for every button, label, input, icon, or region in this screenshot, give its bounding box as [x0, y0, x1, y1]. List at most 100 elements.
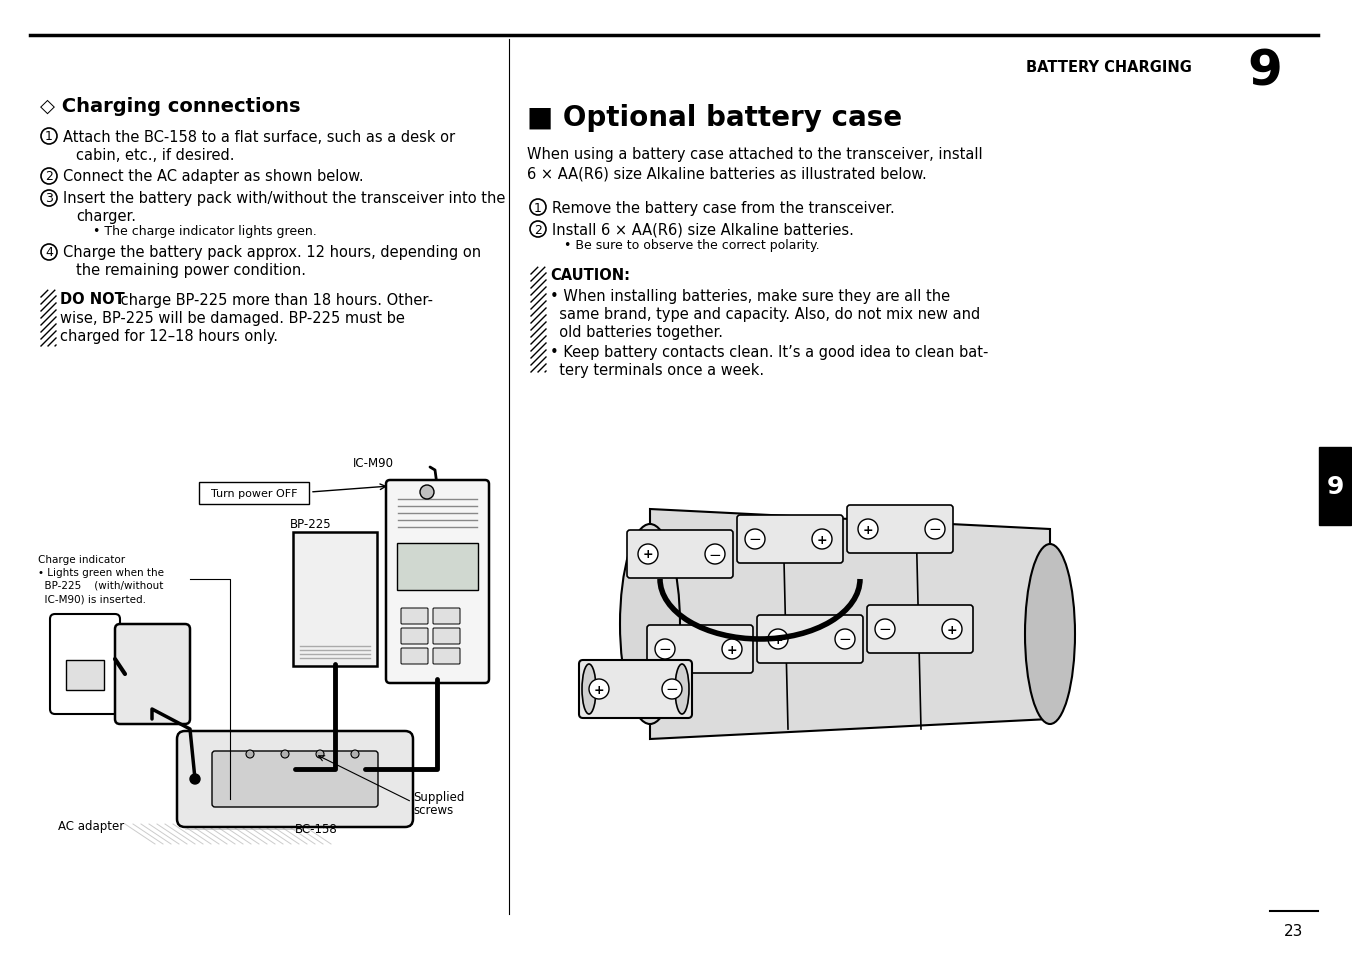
Text: BC-158: BC-158 — [295, 822, 338, 836]
Text: ■ Optional battery case: ■ Optional battery case — [527, 104, 902, 132]
Text: Turn power OFF: Turn power OFF — [211, 489, 297, 498]
FancyBboxPatch shape — [50, 615, 120, 714]
FancyBboxPatch shape — [397, 543, 479, 590]
Text: Insert the battery pack with/without the transceiver into the: Insert the battery pack with/without the… — [64, 192, 506, 206]
Text: When using a battery case attached to the transceiver, install: When using a battery case attached to th… — [527, 148, 983, 162]
Text: ◇ Charging connections: ◇ Charging connections — [41, 96, 300, 115]
FancyBboxPatch shape — [433, 608, 460, 624]
Text: DO NOT: DO NOT — [59, 293, 124, 307]
Text: charged for 12–18 hours only.: charged for 12–18 hours only. — [59, 328, 279, 343]
Text: same brand, type and capacity. Also, do not mix new and: same brand, type and capacity. Also, do … — [550, 306, 980, 321]
FancyBboxPatch shape — [627, 531, 733, 578]
Circle shape — [875, 619, 895, 639]
FancyBboxPatch shape — [66, 660, 104, 690]
Text: the remaining power condition.: the remaining power condition. — [76, 263, 306, 278]
FancyBboxPatch shape — [212, 751, 379, 807]
Circle shape — [191, 774, 200, 784]
Text: −: − — [665, 681, 679, 697]
FancyBboxPatch shape — [846, 505, 953, 554]
Text: cabin, etc., if desired.: cabin, etc., if desired. — [76, 148, 234, 162]
Circle shape — [281, 750, 289, 759]
Text: 3: 3 — [45, 193, 53, 205]
Text: +: + — [726, 643, 737, 656]
Circle shape — [745, 530, 765, 550]
FancyBboxPatch shape — [433, 628, 460, 644]
Text: +: + — [817, 533, 827, 546]
Ellipse shape — [675, 664, 690, 714]
Circle shape — [813, 530, 831, 550]
Text: wise, BP-225 will be damaged. BP-225 must be: wise, BP-225 will be damaged. BP-225 mus… — [59, 310, 404, 325]
Polygon shape — [650, 510, 1051, 740]
Text: 9: 9 — [1326, 475, 1344, 498]
FancyBboxPatch shape — [402, 608, 429, 624]
Text: CAUTION:: CAUTION: — [550, 268, 630, 283]
Circle shape — [704, 544, 725, 564]
Ellipse shape — [621, 524, 680, 724]
Text: charger.: charger. — [76, 210, 137, 224]
Text: 2: 2 — [534, 223, 542, 236]
FancyBboxPatch shape — [757, 616, 863, 663]
Text: Install 6 × AA(R6) size Alkaline batteries.: Install 6 × AA(R6) size Alkaline batteri… — [552, 222, 854, 237]
Text: BP-225: BP-225 — [289, 518, 331, 531]
FancyBboxPatch shape — [402, 628, 429, 644]
Circle shape — [722, 639, 742, 659]
Text: • When installing batteries, make sure they are all the: • When installing batteries, make sure t… — [550, 288, 950, 303]
Circle shape — [420, 485, 434, 499]
Text: +: + — [642, 548, 653, 561]
Circle shape — [246, 750, 254, 759]
Text: −: − — [929, 522, 941, 537]
Text: IC-M90: IC-M90 — [353, 457, 393, 470]
FancyBboxPatch shape — [293, 533, 377, 666]
Text: +: + — [863, 523, 873, 536]
Text: −: − — [749, 532, 761, 547]
Text: −: − — [879, 622, 891, 637]
Text: Attach the BC-158 to a flat surface, such as a desk or: Attach the BC-158 to a flat surface, suc… — [64, 130, 456, 144]
FancyBboxPatch shape — [867, 605, 973, 654]
Ellipse shape — [581, 664, 596, 714]
Text: Connect the AC adapter as shown below.: Connect the AC adapter as shown below. — [64, 170, 364, 184]
Text: −: − — [658, 641, 672, 657]
FancyBboxPatch shape — [579, 660, 692, 719]
FancyBboxPatch shape — [433, 648, 460, 664]
Circle shape — [316, 750, 324, 759]
Text: Supplied: Supplied — [412, 791, 464, 803]
Text: IC-M90) is inserted.: IC-M90) is inserted. — [38, 594, 146, 603]
FancyBboxPatch shape — [387, 480, 489, 683]
Text: • Lights green when the: • Lights green when the — [38, 567, 164, 578]
Text: 23: 23 — [1284, 923, 1303, 939]
Text: +: + — [773, 633, 783, 646]
Text: • Be sure to observe the correct polarity.: • Be sure to observe the correct polarit… — [564, 239, 819, 253]
Text: 2: 2 — [45, 171, 53, 183]
Text: Charge indicator: Charge indicator — [38, 555, 126, 564]
Circle shape — [925, 519, 945, 539]
Text: screws: screws — [412, 803, 453, 817]
Text: 1: 1 — [45, 131, 53, 143]
Circle shape — [352, 750, 360, 759]
FancyBboxPatch shape — [177, 731, 412, 827]
Text: 9: 9 — [1248, 48, 1283, 96]
FancyBboxPatch shape — [199, 482, 310, 504]
FancyBboxPatch shape — [1320, 448, 1351, 525]
Text: old batteries together.: old batteries together. — [550, 324, 723, 339]
Text: BP-225    (with/without: BP-225 (with/without — [38, 580, 164, 590]
FancyBboxPatch shape — [737, 516, 844, 563]
Text: −: − — [708, 547, 722, 562]
Circle shape — [859, 519, 877, 539]
Text: +: + — [946, 623, 957, 636]
Text: 6 × AA(R6) size Alkaline batteries as illustrated below.: 6 × AA(R6) size Alkaline batteries as il… — [527, 167, 926, 181]
Text: charge BP-225 more than 18 hours. Other-: charge BP-225 more than 18 hours. Other- — [116, 293, 433, 307]
Text: Remove the battery case from the transceiver.: Remove the battery case from the transce… — [552, 200, 895, 215]
Text: Charge the battery pack approx. 12 hours, depending on: Charge the battery pack approx. 12 hours… — [64, 245, 481, 260]
FancyBboxPatch shape — [402, 648, 429, 664]
Text: • Keep battery contacts clean. It’s a good idea to clean bat-: • Keep battery contacts clean. It’s a go… — [550, 345, 988, 360]
FancyBboxPatch shape — [648, 625, 753, 673]
Text: 4: 4 — [45, 246, 53, 259]
FancyBboxPatch shape — [115, 624, 191, 724]
Text: +: + — [594, 682, 604, 696]
Text: −: − — [838, 632, 852, 647]
Text: tery terminals once a week.: tery terminals once a week. — [550, 363, 764, 378]
Text: 1: 1 — [534, 201, 542, 214]
Circle shape — [768, 629, 788, 649]
Circle shape — [662, 679, 681, 700]
Text: AC adapter: AC adapter — [58, 820, 124, 833]
